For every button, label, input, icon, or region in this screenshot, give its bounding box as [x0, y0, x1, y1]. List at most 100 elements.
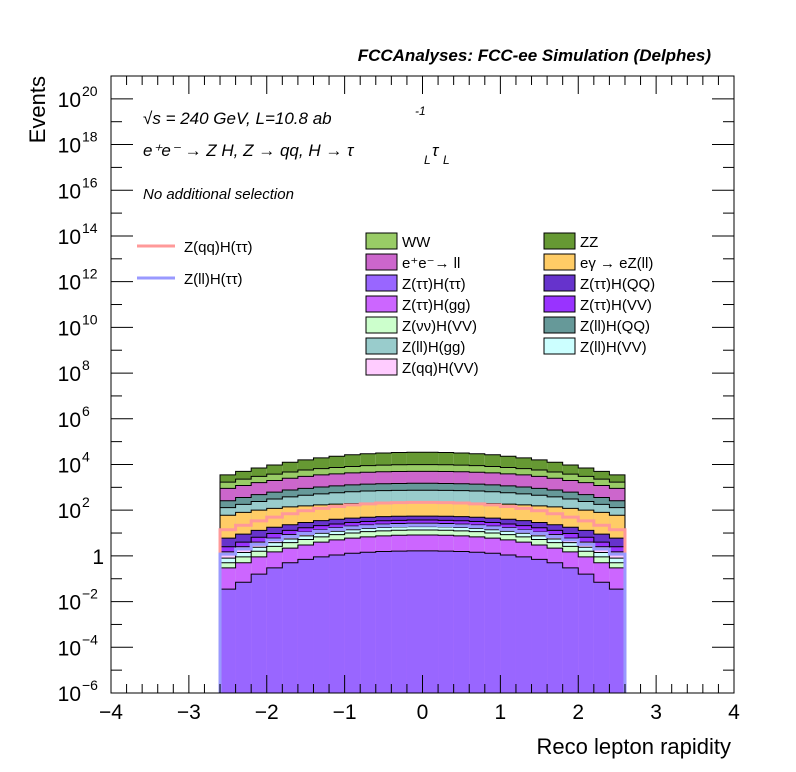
bar-ztautau_htautau-5 — [297, 559, 314, 693]
legend-swatch-ztautau_hgg — [365, 295, 398, 313]
legend-item: Z(ττ)H(ττ) — [365, 274, 466, 293]
y-tick-label: 10 — [58, 226, 81, 249]
svg-text:√s = 240 GeV, L=10.8 ab: √s = 240 GeV, L=10.8 ab — [143, 109, 332, 128]
bar-ztautau_htautau-23 — [578, 574, 594, 693]
legend-item: Z(qq)H(VV) — [365, 358, 479, 377]
process-subscript-1: L — [424, 153, 431, 167]
y-tick-exponent: 12 — [82, 266, 98, 282]
signal-legend-item: Z(qq)H(ττ) — [137, 239, 253, 256]
legend-swatch-zll_hQQ — [543, 316, 576, 334]
bar-ztautau_htautau-21 — [547, 562, 563, 693]
legend-label: Z(νν)H(VV) — [402, 318, 477, 335]
signal-line-signal_ll — [218, 523, 627, 693]
legend-item: WW — [365, 232, 431, 251]
bar-ztautau_htautau-24 — [593, 582, 610, 693]
x-tick-label: 2 — [572, 701, 584, 724]
x-axis-label: Reco lepton rapidity — [537, 734, 731, 759]
signal-line-signal_qq — [218, 500, 627, 693]
stack-layer-ztautau_htautau — [219, 550, 626, 693]
legend-swatch-ztautau_hQQ — [543, 274, 576, 292]
legend-item: Z(ττ)H(QQ) — [543, 274, 655, 293]
bar-ztautau_htautau-3 — [266, 567, 283, 693]
outline-ztautau_hgg — [219, 534, 626, 693]
x-tick-label: 0 — [417, 701, 429, 724]
legend-item: e⁺e⁻→ ll — [365, 253, 460, 272]
legend-item: ZZ — [543, 232, 598, 251]
bar-ztautau_htautau-1 — [235, 582, 252, 693]
y-tick-label: 10 — [58, 272, 81, 295]
y-tick-exponent: −4 — [82, 631, 98, 647]
y-tick-label: 10 — [58, 135, 81, 158]
y-tick-label: 1 — [92, 546, 104, 569]
outline-ztautau_hVV — [219, 519, 626, 693]
outline-zll_hgg — [219, 489, 626, 693]
bar-ztautau_htautau-9 — [360, 552, 376, 693]
bar-ztautau_htautau-0 — [220, 589, 236, 693]
legend: WW ZZ e⁺e⁻→ ll eγ → eZ(ll) Z(ττ)H(ττ) Z(ττ)H(… — [365, 232, 655, 377]
legend-swatch-zll_hVV — [543, 337, 576, 355]
y-tick-label: 10 — [58, 500, 81, 523]
lumi-exponent: -1 — [415, 104, 426, 118]
legend-swatch-ztautau_hVV — [543, 295, 576, 313]
process-subscript-2: L — [443, 153, 450, 167]
bar-ztautau_htautau-13 — [422, 550, 439, 693]
legend-label: Z(ll)H(QQ) — [580, 318, 650, 335]
process-tau-2: τ — [432, 141, 440, 160]
legend-label: Z(ττ)H(QQ) — [580, 276, 655, 293]
y-tick-label: 10 — [58, 180, 81, 203]
y-tick-exponent: 8 — [82, 357, 90, 373]
bar-ztautau_htautau-25 — [609, 589, 625, 693]
bar-ztautau_htautau-2 — [251, 574, 267, 693]
legend-swatch-ztautau_htautau — [365, 274, 398, 292]
x-tick-label: −1 — [333, 701, 357, 724]
legend-label: ZZ — [580, 234, 598, 251]
bar-ztautau_htautau-14 — [438, 551, 454, 693]
signal-lines — [218, 500, 627, 693]
y-tick-exponent: −2 — [82, 586, 98, 602]
chart-title: FCCAnalyses: FCC-ee Simulation (Delphes) — [358, 46, 712, 65]
bar-ztautau_htautau-11 — [391, 551, 407, 693]
legend-swatch-ZZ — [543, 232, 576, 250]
x-tick-label: 1 — [495, 701, 507, 724]
process-text: e⁺e⁻ → Z H, Z → qq, H → τ — [143, 141, 355, 160]
y-tick-label: 10 — [58, 592, 81, 615]
legend-swatch-zll_hgg — [365, 337, 398, 355]
legend-label: e⁺e⁻→ ll — [402, 255, 460, 272]
y-tick-label: 10 — [58, 363, 81, 386]
y-tick-label: 10 — [58, 637, 81, 660]
bar-ztautau_htautau-7 — [329, 554, 345, 693]
sqrt-s-symbol: √s — [143, 109, 161, 128]
legend-item: Z(ll)H(VV) — [543, 337, 647, 356]
bar-ztautau_htautau-19 — [515, 556, 532, 693]
y-tick-label: 10 — [58, 89, 81, 112]
bar-ztautau_htautau-8 — [344, 553, 361, 693]
y-tick-exponent: 6 — [82, 403, 90, 419]
y-tick-label: 10 — [58, 683, 81, 706]
legend-item: Z(ll)H(QQ) — [543, 316, 650, 335]
bar-ztautau_htautau-15 — [453, 551, 470, 693]
bar-ztautau_htautau-12 — [406, 550, 423, 693]
signal-legend-label: Z(qq)H(ττ) — [184, 239, 253, 256]
legend-label: Z(qq)H(VV) — [402, 360, 479, 377]
process-annotation: e⁺e⁻ → Z H, Z → qq, H → τ L τ L — [143, 141, 450, 167]
x-tick-label: −2 — [255, 701, 279, 724]
y-tick-exponent: 4 — [82, 448, 90, 464]
bar-ztautau_htautau-6 — [313, 556, 330, 693]
legend-swatch-egamma — [543, 253, 576, 271]
energy-annotation: √s = 240 GeV, L=10.8 ab -1 — [143, 104, 426, 128]
legend-item: eγ → eZ(ll) — [543, 253, 653, 272]
bar-ztautau_htautau-10 — [375, 551, 392, 693]
signal-legend-label: Z(ll)H(ττ) — [184, 271, 243, 288]
legend-label: Z(ττ)H(ττ) — [402, 276, 466, 293]
y-axis-label: Events — [25, 76, 50, 143]
legend-label: Z(ll)H(gg) — [402, 339, 465, 356]
outline-ztautau_htautau — [219, 550, 626, 693]
outline-WW — [219, 464, 626, 693]
legend-label: Z(ττ)H(VV) — [580, 297, 652, 314]
legend-label: Z(ll)H(VV) — [580, 339, 647, 356]
selection-annotation: No additional selection — [143, 186, 294, 203]
legend-swatch-znunu_hVV — [365, 316, 398, 334]
legend-swatch-WW — [365, 232, 398, 250]
